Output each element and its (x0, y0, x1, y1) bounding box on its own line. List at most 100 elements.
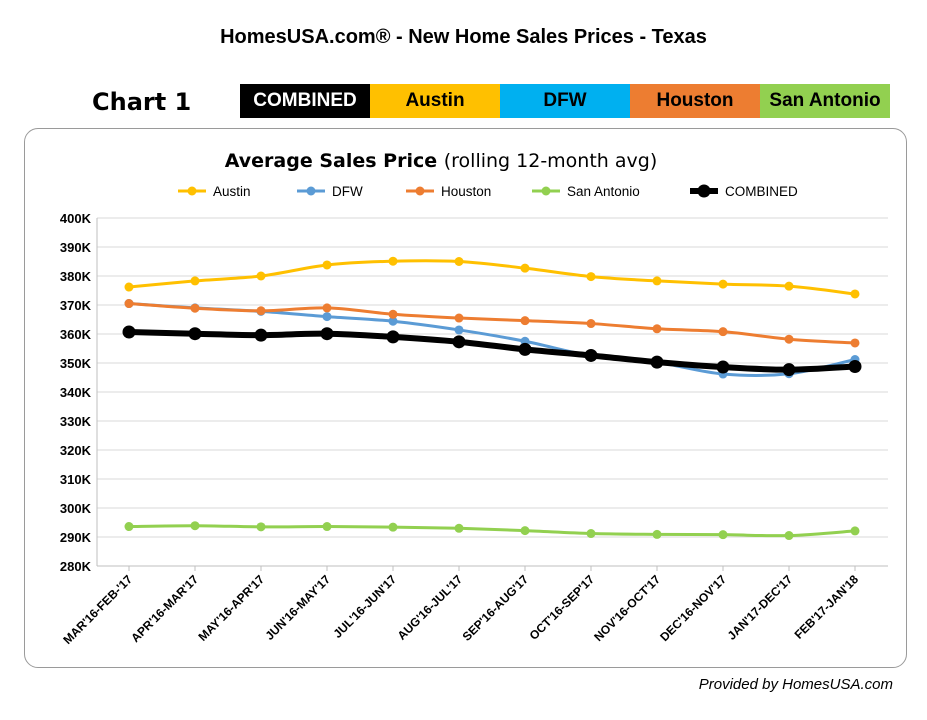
legend-label: Austin (213, 184, 251, 199)
y-tick-label: 340K (60, 385, 92, 400)
data-point-austin (454, 257, 464, 266)
data-point-san-antonio (190, 521, 200, 531)
data-point-houston (388, 309, 398, 319)
data-point-combined (188, 327, 202, 341)
x-tick-label: NOV'16-OCT'17 (591, 572, 663, 644)
color-bar-austin: Austin (370, 84, 500, 118)
y-tick-label: 300K (60, 501, 92, 516)
data-point-combined (848, 359, 862, 373)
data-point-combined (452, 335, 466, 349)
legend-swatch-marker (187, 186, 197, 196)
x-tick-label: JUN'16-MAY'17 (262, 572, 333, 643)
data-point-combined (386, 330, 400, 344)
data-point-dfw (322, 312, 332, 322)
chart-number-label: Chart 1 (92, 88, 192, 116)
color-bar-houston: Houston (630, 84, 760, 118)
color-bar-san-antonio: San Antonio (760, 84, 890, 118)
legend-item-austin: Austin (178, 184, 251, 199)
legend-swatch-marker (306, 186, 316, 196)
series-line-dfw (128, 302, 856, 377)
y-tick-label: 400K (60, 211, 92, 226)
color-bar-dfw: DFW (500, 84, 630, 118)
data-point-san-antonio (322, 522, 332, 532)
series-line-houston (128, 302, 856, 345)
data-point-houston (256, 306, 266, 316)
data-point-combined (122, 325, 136, 339)
legend-swatch-marker (697, 184, 711, 198)
x-tick-label: AUG'16-JUL'17 (395, 572, 466, 643)
data-point-combined (584, 348, 598, 362)
x-tick-label: FEB'17-JAN'18 (792, 572, 862, 642)
x-tick-label: MAY'16-APR'17 (195, 572, 267, 644)
legend-item-houston: Houston (406, 184, 491, 199)
legend-item-san-antonio: San Antonio (532, 184, 640, 199)
series-line-san-antonio (128, 524, 856, 538)
data-point-combined (320, 327, 334, 341)
data-point-houston (322, 303, 332, 313)
data-point-houston (454, 313, 464, 323)
y-tick-label: 360K (60, 327, 92, 342)
legend-swatch-marker (541, 186, 551, 196)
x-tick-label: DEC'16-NOV'17 (657, 572, 729, 644)
data-point-austin (718, 279, 728, 289)
data-point-san-antonio (520, 526, 530, 536)
data-point-houston (784, 334, 794, 344)
data-point-san-antonio (784, 531, 794, 541)
x-tick-label: OCT'16-SEP'17 (527, 572, 598, 643)
footer-credit: Provided by HomesUSA.com (698, 676, 893, 693)
data-point-combined (650, 355, 664, 369)
data-point-austin (256, 271, 266, 281)
data-point-austin (190, 276, 200, 286)
chart-frame (24, 128, 907, 668)
x-tick-label: JAN'17-DEC'17 (725, 572, 796, 643)
y-tick-label: 390K (60, 240, 92, 255)
data-point-dfw (388, 316, 398, 326)
y-tick-label: 280K (60, 559, 92, 574)
y-tick-label: 380K (60, 269, 92, 284)
data-point-houston (850, 338, 860, 348)
data-point-houston (124, 299, 134, 309)
data-point-austin (520, 263, 530, 273)
market-color-bar: COMBINED Austin DFW Houston San Antonio (240, 84, 890, 118)
x-tick-label: SEP'16-AUG'17 (460, 572, 532, 644)
legend-item-dfw: DFW (297, 184, 363, 199)
x-tick-label: MAR'16-FEB-'17 (60, 572, 135, 647)
data-point-houston (520, 316, 530, 326)
legend-item-combined: COMBINED (690, 184, 798, 199)
data-point-san-antonio (652, 529, 662, 539)
legend-label: COMBINED (725, 184, 798, 199)
legend-label: Houston (441, 184, 491, 199)
data-point-austin (784, 281, 794, 291)
data-point-houston (190, 303, 200, 313)
data-point-houston (586, 319, 596, 329)
data-point-houston (718, 327, 728, 337)
y-tick-label: 350K (60, 356, 92, 371)
y-tick-label: 320K (60, 443, 92, 458)
data-point-san-antonio (124, 522, 134, 532)
data-point-san-antonio (586, 529, 596, 539)
data-point-combined (782, 363, 796, 377)
legend-swatch-marker (415, 186, 425, 196)
x-tick-label: APR'16-MAR'17 (128, 572, 201, 645)
data-point-austin (652, 276, 662, 286)
data-point-austin (850, 289, 860, 299)
y-tick-label: 290K (60, 530, 92, 545)
x-tick-label: JUL'16-JUN'17 (330, 572, 399, 641)
data-point-san-antonio (850, 526, 860, 536)
data-point-austin (586, 272, 596, 282)
data-point-san-antonio (454, 523, 464, 533)
data-point-dfw (454, 325, 464, 335)
data-point-houston (652, 324, 662, 334)
data-point-austin (124, 282, 134, 292)
data-point-combined (518, 342, 532, 356)
series-line-combined (128, 328, 856, 373)
chart-title: Average Sales Price (rolling 12-month av… (225, 150, 658, 172)
color-bar-combined: COMBINED (240, 84, 370, 118)
data-point-san-antonio (256, 522, 266, 532)
y-tick-label: 330K (60, 414, 92, 429)
y-tick-label: 370K (60, 298, 92, 313)
legend-label: San Antonio (567, 184, 640, 199)
data-point-austin (388, 256, 398, 266)
page-title: HomesUSA.com® - New Home Sales Prices - … (220, 26, 707, 48)
